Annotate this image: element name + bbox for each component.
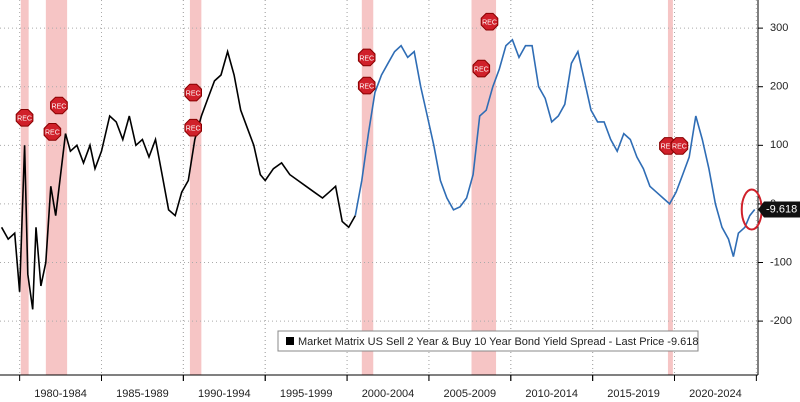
recession-band [189,0,202,375]
spread-line [0,48,356,310]
x-tick-label: 2000-2004 [362,388,415,400]
rec-label: REC [672,144,687,151]
x-tick-label: 2020-2024 [689,388,742,400]
rec-label: REC [359,83,374,90]
x-tick-label: 1990-1994 [198,388,251,400]
recession-band [20,0,29,375]
rec-marker [50,96,68,115]
last-price-box [758,201,800,218]
legend-swatch [286,337,294,345]
legend: Market Matrix US Sell 2 Year & Buy 10 Ye… [277,330,699,352]
rec-marker [43,123,62,141]
rec-label: REC [186,126,201,133]
rec-marker [184,83,202,102]
legend-label: Market Matrix US Sell 2 Year & Buy 10 Ye… [298,336,699,348]
rec-marker [357,48,376,67]
legend-box [277,330,699,352]
x-tick-label: 2015-2019 [607,388,660,400]
rec-label: REC [474,66,489,73]
recession-band [45,0,68,375]
last-price-label: -9.618 [766,203,797,215]
y-tick-label: -100 [770,256,792,268]
rec-marker [184,118,202,137]
rec-label: REC [359,55,374,62]
x-tick-label: 2005-2009 [444,388,497,400]
recession-band [667,0,673,375]
rec-label: REC [52,103,67,110]
rec-label: REC [482,20,497,27]
spread-line [354,38,756,257]
rec-label: REC [45,130,60,137]
rec-marker [357,76,376,95]
y-tick-label: 100 [770,139,788,151]
recession-band [361,0,374,375]
y-tick-label: 200 [770,81,788,93]
rec-marker [480,12,499,31]
x-tick-label: 2010-2014 [525,388,578,400]
rec-marker [15,109,34,127]
x-tick-label: 1980-1984 [34,388,87,400]
x-tick-label: 1995-1999 [280,388,333,400]
rec-marker [670,137,689,155]
rec-label: REC [17,116,32,123]
recession-band [471,0,497,375]
rec-label: REC [186,90,201,97]
rec-label: REC [661,144,676,151]
x-tick-label: 1985-1989 [116,388,169,400]
rec-marker [472,59,491,78]
y-tick-label: -200 [770,315,792,327]
y-tick-label: 300 [770,22,788,34]
